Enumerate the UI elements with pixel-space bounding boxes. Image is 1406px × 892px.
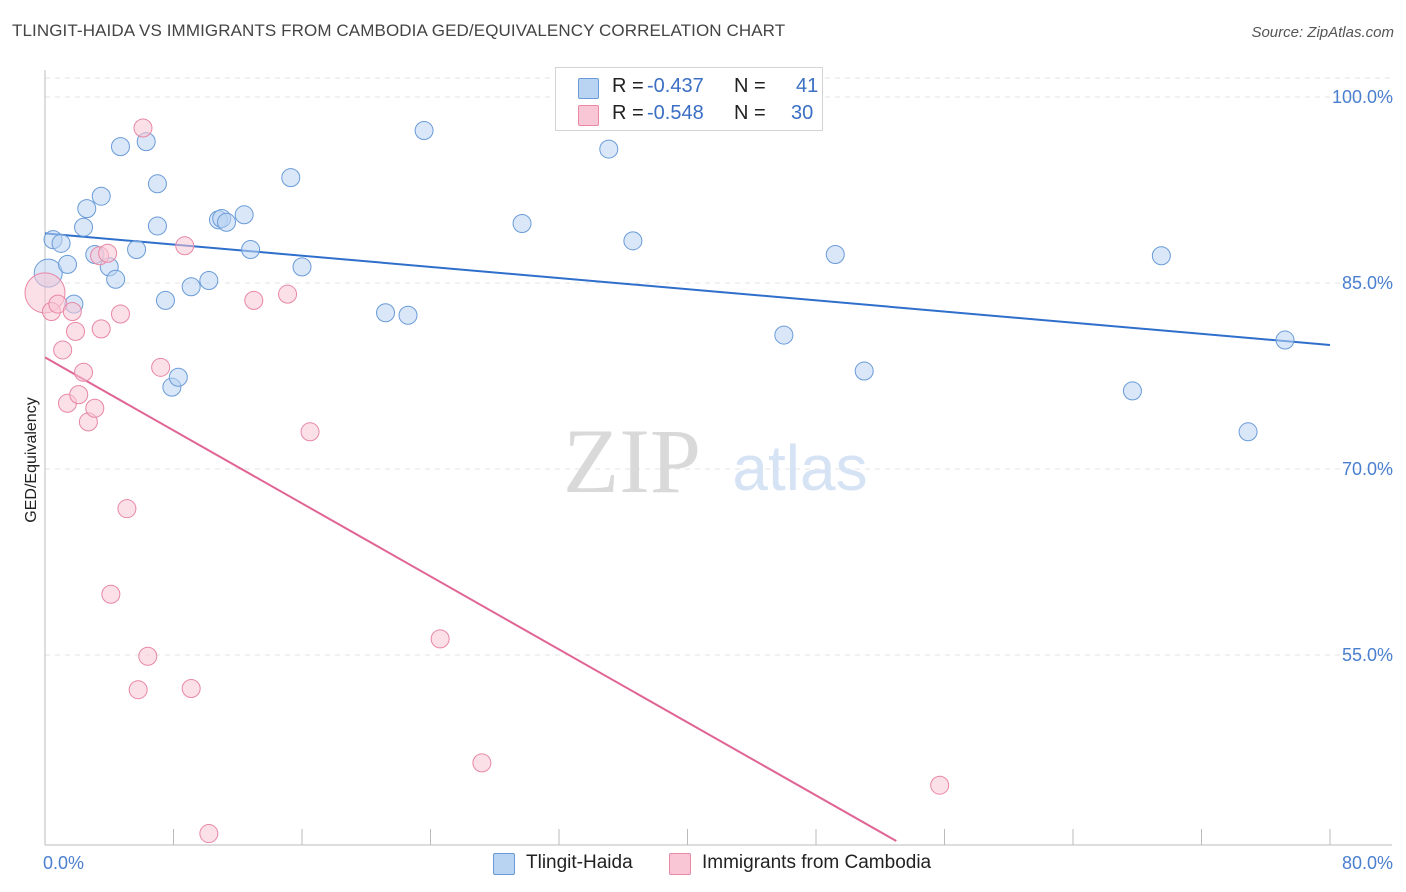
n-label: N = bbox=[734, 75, 766, 97]
point-blue bbox=[241, 240, 261, 260]
point-blue bbox=[91, 186, 111, 206]
point-blue bbox=[110, 137, 130, 157]
point-pink bbox=[278, 284, 298, 304]
bottom-legend-label: Immigrants from Cambodia bbox=[702, 852, 932, 873]
point-pink bbox=[199, 824, 219, 844]
y-tick-label: 70.0% bbox=[1342, 459, 1393, 479]
point-pink bbox=[85, 398, 105, 418]
bottom-legend-swatch-blue bbox=[493, 853, 515, 875]
point-blue bbox=[217, 212, 237, 232]
point-blue bbox=[77, 199, 97, 219]
point-pink bbox=[98, 243, 118, 263]
y-tick-label: 100.0% bbox=[1332, 87, 1393, 107]
point-blue bbox=[623, 231, 643, 251]
point-pink bbox=[138, 646, 158, 666]
point-blue bbox=[1122, 381, 1142, 401]
point-pink bbox=[181, 678, 201, 698]
point-pink bbox=[91, 319, 111, 339]
point-blue bbox=[281, 168, 301, 188]
point-pink bbox=[472, 753, 492, 773]
point-pink bbox=[133, 118, 153, 138]
watermark: ZIP atlas bbox=[563, 410, 868, 512]
y-tick-label: 55.0% bbox=[1342, 645, 1393, 665]
x-tick-label-min: 0.0% bbox=[43, 853, 84, 873]
trend-line-pink bbox=[44, 356, 897, 842]
point-blue bbox=[234, 205, 254, 225]
point-blue bbox=[127, 240, 147, 260]
point-blue bbox=[147, 174, 167, 194]
n-value: 30 bbox=[791, 102, 814, 124]
y-tick-label: 85.0% bbox=[1342, 273, 1393, 293]
point-blue bbox=[512, 213, 532, 233]
point-blue bbox=[1238, 422, 1258, 442]
legend-swatch-pink bbox=[578, 105, 599, 126]
point-pink bbox=[300, 422, 320, 442]
point-pink bbox=[69, 385, 89, 405]
n-value: 41 bbox=[796, 75, 819, 97]
trend-line-blue bbox=[44, 232, 1331, 346]
legend-swatch-blue bbox=[578, 78, 599, 99]
watermark-atlas: atlas bbox=[732, 432, 867, 504]
point-pink bbox=[430, 629, 450, 649]
point-blue bbox=[376, 303, 396, 323]
trend-lines bbox=[44, 232, 1331, 842]
point-pink bbox=[101, 584, 121, 604]
r-label: R = bbox=[612, 102, 644, 124]
source-credit: Source: ZipAtlas.com bbox=[1251, 24, 1394, 41]
point-blue bbox=[1275, 330, 1295, 350]
point-pink bbox=[930, 775, 950, 795]
point-blue bbox=[398, 305, 418, 325]
point-blue bbox=[854, 361, 874, 381]
point-pink bbox=[244, 290, 264, 310]
x-tick-label-max: 80.0% bbox=[1342, 853, 1393, 873]
stats-legend: R = -0.437 N = 41 R = -0.548 N = 30 bbox=[555, 67, 823, 131]
point-blue bbox=[57, 254, 77, 274]
point-blue bbox=[825, 244, 845, 264]
point-blue bbox=[51, 233, 71, 253]
point-pink bbox=[53, 340, 73, 360]
point-blue bbox=[1151, 246, 1171, 266]
y-tick-labels: 100.0% 85.0% 70.0% 55.0% bbox=[1332, 87, 1393, 665]
point-blue bbox=[168, 367, 188, 387]
r-value: -0.437 bbox=[647, 75, 704, 97]
point-pink bbox=[175, 236, 195, 256]
gridlines bbox=[45, 77, 1392, 656]
point-pink bbox=[66, 321, 86, 341]
data-points bbox=[24, 118, 1295, 844]
r-label: R = bbox=[612, 75, 644, 97]
y-axis-label: GED/Equivalency bbox=[23, 397, 40, 522]
n-label: N = bbox=[734, 102, 766, 124]
bottom-legend-label: Tlingit-Haida bbox=[526, 852, 633, 873]
point-blue bbox=[774, 325, 794, 345]
watermark-zip: ZIP bbox=[563, 410, 701, 512]
bottom-legend-swatch-pink bbox=[669, 853, 691, 875]
point-pink bbox=[110, 304, 130, 324]
point-pink bbox=[117, 499, 137, 519]
axes bbox=[44, 70, 1392, 846]
point-blue bbox=[74, 217, 94, 237]
point-pink bbox=[74, 362, 94, 382]
point-blue bbox=[199, 271, 219, 291]
point-blue bbox=[181, 277, 201, 297]
chart-title: TLINGIT-HAIDA VS IMMIGRANTS FROM CAMBODI… bbox=[12, 21, 786, 40]
x-tick-labels: 0.0% 80.0% bbox=[43, 853, 1393, 873]
point-blue bbox=[147, 216, 167, 236]
point-blue bbox=[599, 139, 619, 159]
point-blue bbox=[155, 290, 175, 310]
point-blue bbox=[414, 120, 434, 140]
point-blue bbox=[106, 269, 126, 289]
point-pink bbox=[128, 680, 148, 700]
r-value: -0.548 bbox=[647, 102, 704, 124]
point-blue bbox=[292, 257, 312, 277]
point-pink bbox=[62, 302, 82, 322]
point-pink bbox=[151, 357, 171, 377]
